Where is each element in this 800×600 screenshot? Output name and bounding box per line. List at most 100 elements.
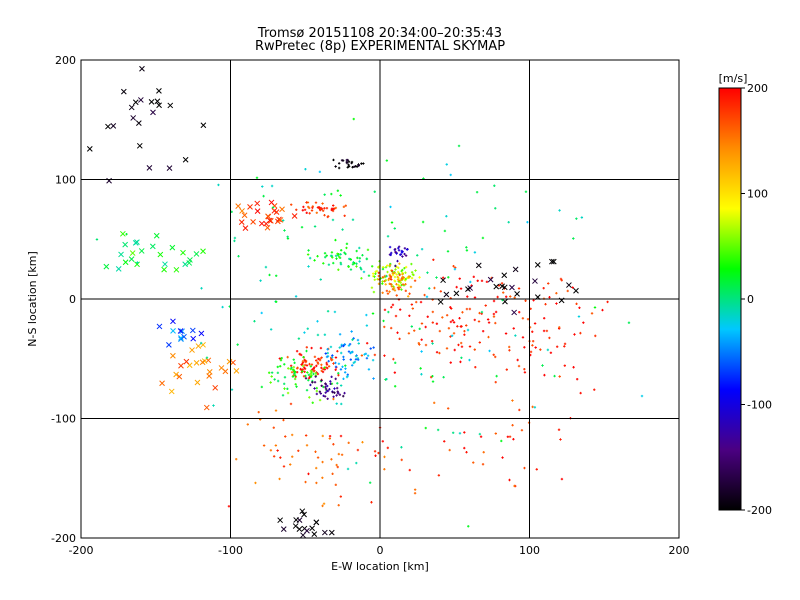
data-point-x [573, 287, 579, 294]
data-point [450, 307, 453, 310]
data-point [309, 365, 313, 368]
data-point [350, 160, 354, 164]
data-point [424, 426, 427, 430]
data-point [473, 296, 477, 299]
data-point-x [453, 290, 460, 297]
data-point-x [136, 142, 143, 149]
data-point [365, 342, 369, 345]
data-point-x [138, 97, 144, 103]
data-point [351, 166, 354, 169]
data-point-x [304, 527, 310, 534]
data-point [383, 308, 387, 312]
data-point [345, 242, 349, 246]
data-point [506, 435, 510, 438]
data-point [533, 406, 537, 409]
data-point [501, 456, 504, 459]
data-point [414, 269, 417, 272]
y-tick-labels: -200 -100 0 100 200 [51, 54, 76, 545]
data-point [283, 376, 287, 379]
data-point-x [128, 104, 135, 111]
data-point-x [148, 99, 155, 105]
data-point [264, 265, 268, 269]
data-point [330, 192, 333, 196]
data-point [323, 333, 327, 336]
data-point [391, 271, 394, 275]
data-point [508, 349, 511, 352]
data-point [410, 325, 413, 328]
data-point [436, 428, 440, 432]
data-point [500, 282, 504, 285]
data-point [531, 405, 534, 409]
data-point [485, 280, 489, 284]
data-point [286, 355, 289, 359]
data-point [322, 262, 325, 265]
y-tick-label: -200 [51, 532, 76, 545]
data-point [311, 205, 314, 208]
data-point-x [250, 219, 256, 225]
data-point [294, 295, 298, 298]
data-point [346, 467, 350, 471]
data-point [283, 229, 286, 232]
data-point [304, 167, 307, 171]
data-point [400, 446, 403, 449]
data-point [431, 342, 434, 345]
data-point-x [475, 262, 482, 269]
data-point [539, 348, 542, 351]
data-point [396, 259, 399, 263]
data-point [316, 254, 319, 258]
data-point-x [170, 318, 176, 325]
data-point [323, 193, 326, 196]
data-point [342, 377, 345, 381]
data-point [308, 212, 311, 215]
data-point [355, 249, 358, 253]
data-point [403, 247, 407, 250]
data-point [394, 250, 397, 254]
data-point [274, 444, 278, 447]
data-point [281, 219, 285, 222]
data-point [262, 194, 265, 198]
data-point [558, 375, 561, 378]
data-point [403, 252, 406, 256]
data-point [315, 364, 318, 368]
data-point [500, 439, 503, 443]
data-point [370, 501, 373, 504]
data-point [370, 265, 374, 268]
data-point [305, 346, 309, 349]
data-point [382, 319, 385, 323]
data-point-x [212, 384, 219, 391]
data-point [292, 365, 296, 369]
data-point [282, 418, 285, 422]
data-point [308, 256, 312, 260]
data-point [420, 338, 423, 341]
data-point-x [242, 225, 249, 231]
data-point [302, 205, 305, 209]
data-point [313, 225, 317, 228]
data-point [482, 451, 485, 454]
data-point [408, 314, 411, 317]
data-point [346, 166, 349, 169]
data-point [289, 402, 293, 406]
data-point-x [181, 333, 187, 340]
data-point-x [300, 532, 306, 539]
data-point [572, 366, 575, 369]
data-point [555, 292, 558, 295]
data-point [466, 295, 469, 298]
data-point [531, 344, 534, 347]
data-point [350, 350, 354, 354]
data-point [481, 463, 485, 466]
data-point-x [200, 122, 207, 129]
data-point [319, 346, 323, 350]
data-point [310, 346, 313, 350]
data-point [309, 369, 313, 373]
data-point [478, 341, 481, 344]
data-point [272, 455, 276, 458]
data-point [399, 253, 403, 256]
data-point [575, 217, 578, 220]
grid-lines [81, 60, 679, 538]
data-point-x [206, 373, 213, 379]
data-point [343, 343, 347, 346]
data-point [344, 204, 347, 207]
data-point [383, 279, 386, 283]
data-point-x [168, 388, 175, 395]
data-point [478, 432, 482, 436]
